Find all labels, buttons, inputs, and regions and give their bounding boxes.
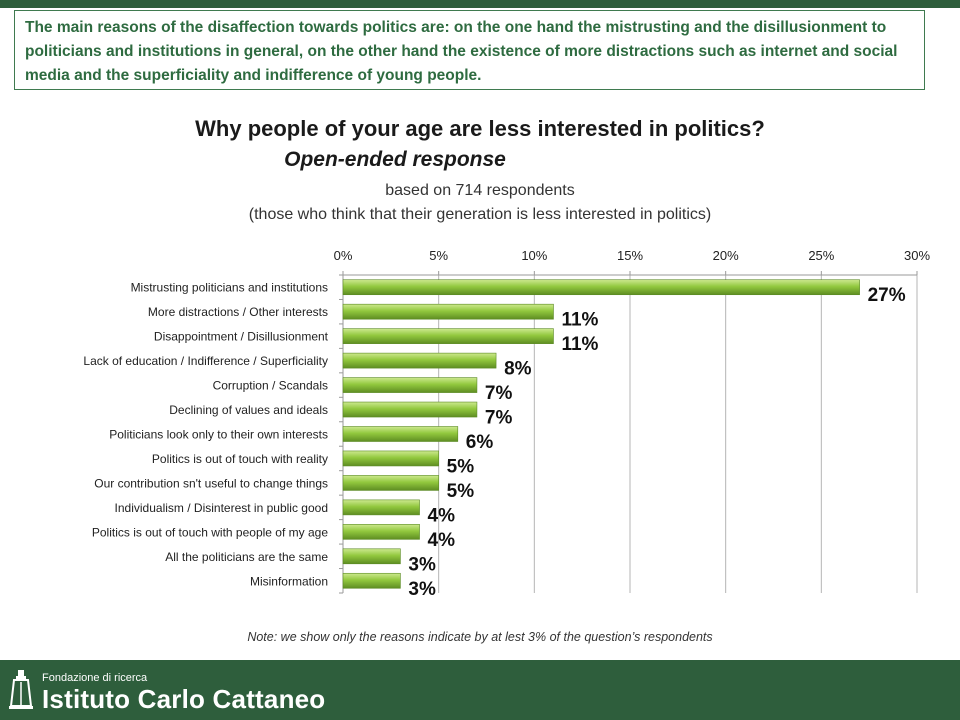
data-label: 27% [868,285,906,306]
bar [342,352,497,369]
footnote: Note: we show only the reasons indicate … [247,630,713,644]
x-tick-label: 30% [904,248,930,263]
data-label: 7% [485,408,513,429]
intro-text: The main reasons of the disaffection tow… [14,10,925,90]
respondents-count: based on 714 respondents [385,182,575,199]
institute-logo-icon [9,670,33,709]
x-tick-label: 20% [713,248,739,263]
category-label: Declining of values and ideals [169,403,328,417]
bar [342,499,420,516]
footer-title: Istituto Carlo Cattaneo [42,684,326,714]
value-labels: 27% 11% 11% 8% 7% 7% 6% 5% 5% 4% 4% 3% 3% [408,285,905,598]
bar [342,572,401,589]
category-label: Politics is out of touch with reality [152,452,328,466]
bars [342,279,860,589]
bar [342,279,860,296]
category-label: All the politicians are the same [165,550,328,564]
category-label: Individualism / Disinterest in public go… [115,501,328,515]
bar [342,401,478,418]
bar [342,450,439,467]
footer: Fondazione di ricerca Istituto Carlo Cat… [0,660,960,720]
bar [342,328,554,344]
data-label: 3% [408,554,436,575]
top-bar [0,0,960,8]
x-tick-label: 5% [429,248,448,263]
category-label: Misinformation [250,574,328,588]
respondents-description: (those who think that their generation i… [248,206,712,223]
data-label: 11% [561,334,598,355]
bar [342,524,420,540]
bar [342,303,554,320]
x-tick-label: 0% [334,248,353,263]
data-label: 11% [561,310,598,331]
category-label: Lack of education / Indifference / Super… [83,354,328,368]
category-label: Politicians look only to their own inter… [109,428,328,442]
category-label: More distractions / Other interests [148,305,328,319]
bar [342,377,478,393]
x-tick-label: 10% [521,248,547,263]
chart-title: Why people of your age are less interest… [195,116,765,141]
bar [342,475,439,491]
data-label: 7% [485,383,513,404]
gridlines [438,275,918,593]
bar-chart: 0% 5% 10% 15% 20% 25% 30% Mistrusting politici… [83,248,930,598]
category-labels: Mistrusting politicians and institutions… [83,281,328,589]
category-label: Our contribution sn't useful to change t… [94,476,328,490]
category-label: Politics is out of touch with people of … [92,525,328,539]
data-label: 6% [466,432,494,453]
footer-subtitle: Fondazione di ricerca [42,672,148,684]
data-label: 8% [504,359,532,380]
chart-subtitle: Open-ended response [284,148,506,171]
x-axis: 0% 5% 10% 15% 20% 25% 30% [334,248,930,594]
category-label: Mistrusting politicians and institutions [131,281,328,295]
x-tick-label: 15% [617,248,643,263]
data-label: 4% [428,505,456,526]
category-label: Disappointment / Disillusionment [154,330,329,344]
x-tick-label: 25% [808,248,834,263]
data-label: 5% [447,481,475,502]
data-label: 4% [428,530,456,551]
data-label: 5% [447,456,475,477]
data-label: 3% [408,579,436,598]
bar [342,426,459,442]
category-label: Corruption / Scandals [213,379,328,393]
bar [342,548,401,565]
